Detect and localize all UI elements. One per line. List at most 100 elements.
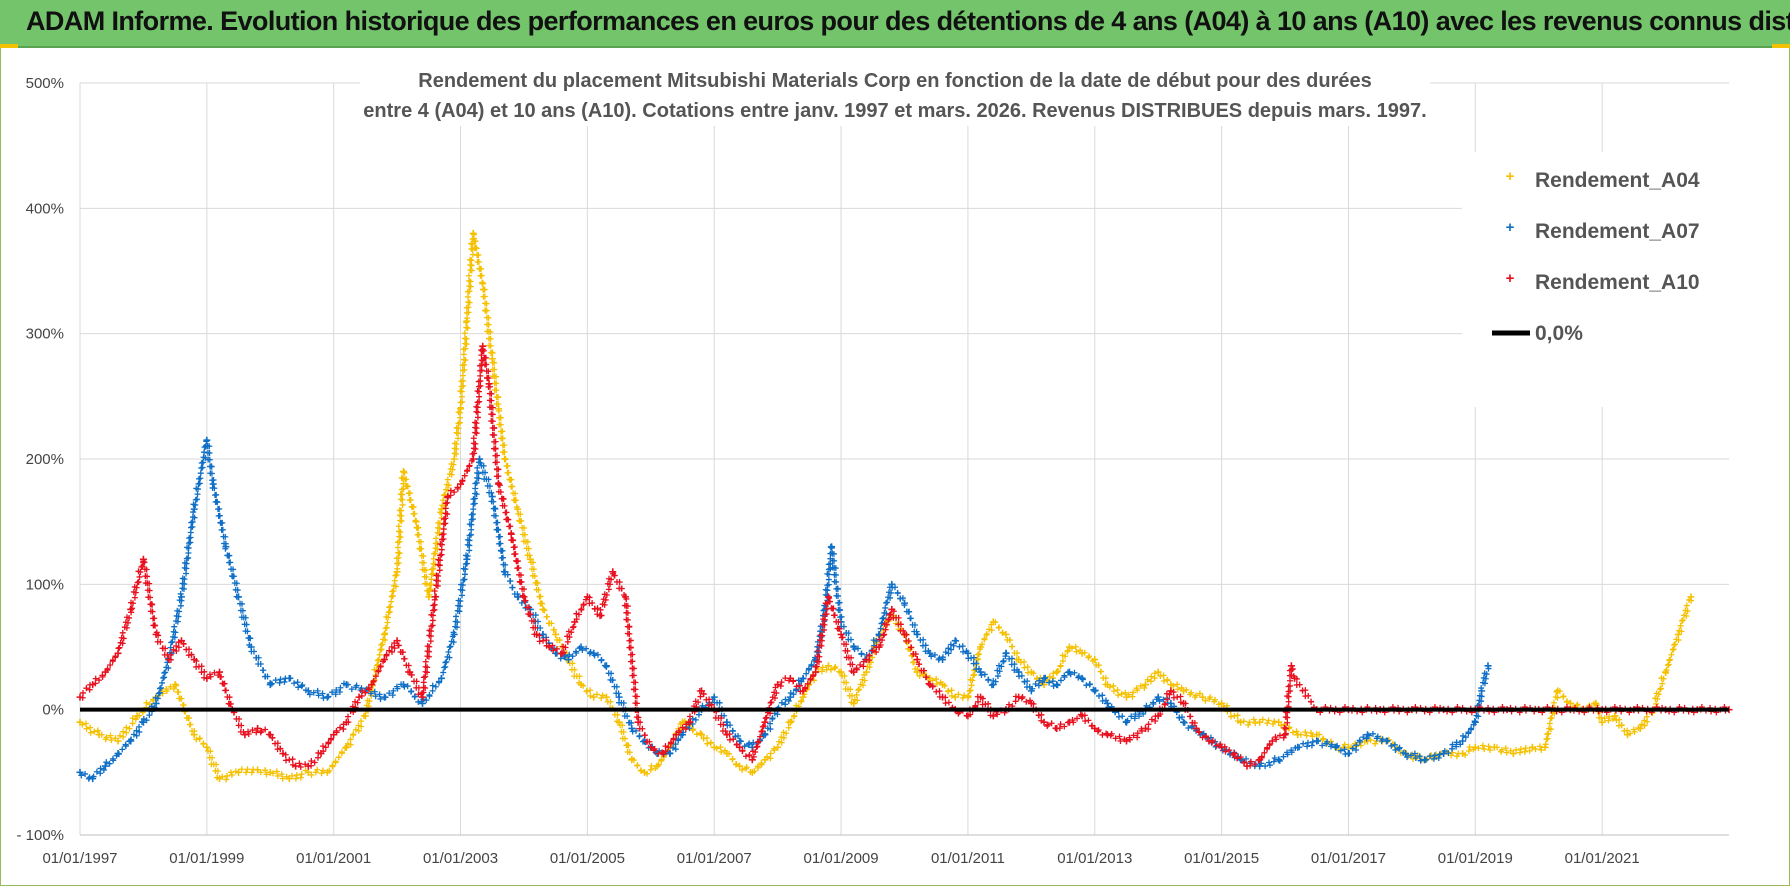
series-segment xyxy=(1258,754,1278,770)
series-segment xyxy=(308,749,322,769)
series-segment xyxy=(838,634,856,674)
series-segment xyxy=(98,731,119,744)
banner-title: ADAM Informe. Evolution historique des p… xyxy=(26,6,1790,36)
corner-accent-right xyxy=(1772,44,1790,48)
data-point xyxy=(1192,724,1200,732)
series-segment xyxy=(566,660,583,686)
series-segment xyxy=(1170,681,1185,693)
series-segment xyxy=(1247,757,1262,769)
series-rendement-a10 xyxy=(76,342,1733,770)
data-point xyxy=(1281,731,1289,739)
data-point xyxy=(1103,699,1111,707)
series-segment xyxy=(383,640,398,659)
series-segment xyxy=(382,572,400,637)
series-segment xyxy=(116,715,139,740)
legend-label-a04: Rendement_A04 xyxy=(1535,169,1700,192)
series-segment xyxy=(257,767,270,778)
legend-marker-a10: + xyxy=(1506,270,1515,287)
series-segment xyxy=(941,682,955,699)
series-segment xyxy=(90,765,107,780)
data-point xyxy=(216,668,224,676)
series-segment xyxy=(776,719,792,746)
series-segment xyxy=(549,642,564,657)
series-segment xyxy=(269,768,290,782)
series-segment xyxy=(222,545,241,600)
series-segment xyxy=(1220,702,1241,725)
series-segment xyxy=(953,638,970,655)
y-tick-label: 200% xyxy=(26,451,64,468)
series-segment xyxy=(560,623,577,656)
series-segment xyxy=(621,595,642,721)
series-segment xyxy=(1145,713,1159,733)
x-tick-label: 01/01/2009 xyxy=(804,850,879,867)
series-segment xyxy=(839,672,856,706)
series-segment xyxy=(204,748,221,781)
data-point xyxy=(1363,731,1371,739)
series-segment xyxy=(827,544,845,621)
series-segment xyxy=(636,719,653,745)
series-segment xyxy=(875,584,894,638)
y-tick-label: 400% xyxy=(26,200,64,217)
data-point xyxy=(913,656,921,664)
series-segment xyxy=(209,484,229,547)
series-segment xyxy=(401,469,419,524)
x-tick-label: 01/01/2003 xyxy=(423,850,498,867)
data-point xyxy=(1598,718,1606,726)
x-tick-label: 01/01/1997 xyxy=(42,850,117,867)
series-segment xyxy=(611,572,628,598)
series-segment xyxy=(408,671,425,698)
series-segment xyxy=(451,409,464,458)
series-segment xyxy=(1556,688,1571,705)
data-point xyxy=(101,762,109,770)
data-point xyxy=(774,743,782,751)
series-segment xyxy=(495,482,515,537)
series-segment xyxy=(700,690,715,709)
series-segment xyxy=(536,632,550,649)
data-point xyxy=(1002,630,1010,638)
chart-legend: + Rendement_A04 + Rendement_A07 + Rendem… xyxy=(1462,152,1729,407)
chart-title-line-1: Rendement du placement Mitsubishi Materi… xyxy=(418,70,1371,92)
series-segment xyxy=(1462,744,1477,758)
series-segment xyxy=(447,484,461,499)
series-segment xyxy=(1170,689,1184,706)
data-point xyxy=(254,724,262,732)
series-segment xyxy=(992,619,1006,636)
x-tick-label: 01/01/1999 xyxy=(169,850,244,867)
series-segment xyxy=(1441,739,1464,757)
data-point xyxy=(761,718,769,726)
series-segment xyxy=(177,509,198,597)
series-segment xyxy=(902,632,921,673)
series-segment xyxy=(180,640,195,659)
data-point xyxy=(1674,630,1682,638)
series-segment xyxy=(1293,675,1317,711)
x-tick-label: 01/01/2017 xyxy=(1311,850,1386,867)
series-layer xyxy=(76,229,1733,783)
series-segment xyxy=(431,494,451,600)
legend-marker-a07: + xyxy=(1506,219,1515,236)
series-segment xyxy=(541,607,558,633)
data-point xyxy=(1142,681,1150,689)
series-segment xyxy=(851,671,868,704)
series-segment xyxy=(1281,666,1295,737)
series-segment xyxy=(128,558,147,612)
data-point xyxy=(824,662,832,670)
data-point xyxy=(76,768,84,776)
series-segment xyxy=(1297,729,1316,740)
series-segment xyxy=(79,720,101,736)
series-segment xyxy=(597,570,617,619)
series-segment xyxy=(903,631,919,658)
series-segment xyxy=(700,735,714,747)
y-tick-label: 500% xyxy=(26,75,64,92)
legend-box xyxy=(1462,152,1729,407)
series-segment xyxy=(282,751,296,768)
series-segment xyxy=(990,653,1009,685)
data-point xyxy=(1275,756,1283,764)
series-segment xyxy=(1513,745,1533,756)
series-segment xyxy=(1494,744,1514,756)
data-point xyxy=(1611,712,1619,720)
x-tick-label: 01/01/2001 xyxy=(296,850,371,867)
legend-label-zero: 0,0% xyxy=(1535,322,1583,345)
series-segment xyxy=(1276,744,1299,764)
data-point xyxy=(1566,699,1574,707)
series-segment xyxy=(308,766,326,779)
